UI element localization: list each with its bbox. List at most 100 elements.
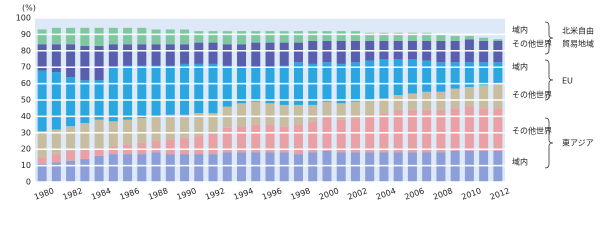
bar-segment	[436, 34, 446, 41]
bar-segment	[436, 62, 446, 92]
bar-segment	[123, 154, 133, 182]
bar-segment	[194, 113, 204, 137]
legend-label: その他世界	[512, 90, 552, 100]
bar-segment	[365, 100, 375, 117]
bar-segment	[94, 155, 104, 182]
group-label: 東アジア	[562, 138, 594, 148]
bar-segment	[237, 31, 247, 45]
legend-label: その他世界	[512, 126, 552, 136]
bar-segment	[165, 154, 175, 182]
bar-segment	[450, 108, 460, 151]
bar-segment	[407, 40, 417, 59]
x-tick-label: 2000	[318, 186, 340, 201]
bar-segment	[123, 44, 133, 66]
bar-segment	[51, 72, 61, 130]
bar-segment	[393, 152, 403, 182]
bar-segment	[180, 63, 190, 115]
legend-label: 域内	[512, 25, 528, 35]
bar-segment	[336, 119, 346, 153]
brace	[544, 59, 554, 101]
y-tick-label: 70	[21, 63, 31, 72]
bar-segment	[322, 31, 332, 41]
bar-segment	[222, 106, 232, 128]
group-label: 北米自由	[562, 26, 594, 36]
bar-segment	[80, 159, 90, 182]
bar-segment	[237, 103, 247, 127]
bar-segment	[265, 124, 275, 153]
bar-segment	[407, 152, 417, 182]
bar-segment	[66, 44, 76, 78]
bar-segment	[108, 27, 118, 45]
bar-segment	[293, 42, 303, 63]
x-tick-label: 2002	[346, 186, 368, 201]
x-tick-label: 2004	[375, 186, 397, 201]
bar-segment	[151, 44, 161, 66]
bar-segment	[493, 62, 503, 84]
bar-segment	[123, 27, 133, 45]
bar-segment	[350, 40, 360, 63]
bar-segment	[493, 150, 503, 182]
bar-segment	[151, 152, 161, 182]
bar-segment	[80, 122, 90, 150]
bar-segment	[322, 116, 332, 151]
y-tick-label: 100	[16, 14, 31, 23]
bar-segment	[308, 152, 318, 182]
bar-segment	[422, 60, 432, 92]
bar-segment	[108, 44, 118, 68]
bar-segment	[308, 104, 318, 122]
bar-segment	[279, 152, 289, 182]
x-tick-label: 1992	[204, 186, 226, 201]
bar-segment	[137, 154, 147, 182]
bar-segment	[94, 45, 104, 81]
bar-segment	[51, 162, 61, 182]
bar-segment	[222, 65, 232, 107]
bar-segment	[393, 40, 403, 59]
bar-segment	[279, 126, 289, 153]
bar-segment	[379, 98, 389, 114]
bar-segment	[422, 109, 432, 153]
bar-segment	[450, 36, 460, 41]
bar-segment	[479, 150, 489, 182]
bar-segment	[393, 32, 403, 41]
bar-segment	[464, 106, 474, 151]
bar-segment	[37, 70, 47, 132]
bar-segment	[379, 59, 389, 99]
bar-segment	[479, 108, 489, 151]
bar-segment	[251, 67, 261, 102]
y-tick-label: 90	[21, 30, 31, 39]
bar-segment	[137, 118, 147, 143]
bar-segment	[251, 101, 261, 125]
bar-segment	[137, 27, 147, 45]
bar-segment	[66, 150, 76, 161]
chart: (%) 1980 1982 1984 1986 1988 1990 1992 1994 1996…	[16, 4, 594, 202]
y-tick-label: 0	[26, 178, 31, 187]
bar-segment	[151, 29, 161, 45]
bar-segment	[479, 40, 489, 63]
bar-segment	[365, 116, 375, 153]
x-tick-label: 1980	[33, 186, 55, 201]
bar-segment	[393, 95, 403, 110]
brace	[544, 21, 554, 55]
bar-segment	[51, 129, 61, 155]
group-label: 貿易地域	[562, 39, 594, 49]
legend-label: 域内	[512, 62, 528, 72]
y-tick-label: 40	[21, 112, 31, 121]
bar-segment	[308, 63, 318, 105]
brace	[544, 117, 554, 169]
bar-segment	[293, 31, 303, 43]
legend-label: 域内	[512, 157, 528, 167]
legend-label: その他世界	[512, 39, 552, 49]
bar-segment	[464, 62, 474, 87]
bar-segment	[37, 131, 47, 158]
bar-segment	[180, 44, 190, 64]
bar-segment	[279, 104, 289, 127]
bar-segment	[222, 152, 232, 182]
y-tick-label: 50	[21, 96, 31, 105]
bar-segment	[137, 44, 147, 66]
bar-segment	[279, 42, 289, 66]
bar-segment	[365, 152, 375, 182]
bar-segment	[151, 65, 161, 117]
bar-segment	[436, 91, 446, 110]
bar-segment	[208, 63, 218, 114]
bar-segment	[180, 29, 190, 45]
